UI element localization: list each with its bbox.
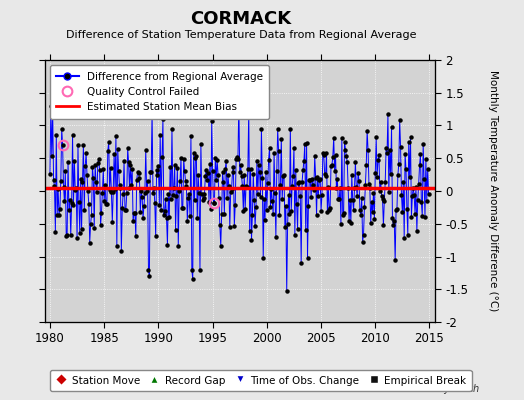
Y-axis label: Monthly Temperature Anomaly Difference (°C): Monthly Temperature Anomaly Difference (… — [488, 70, 498, 312]
Legend: Station Move, Record Gap, Time of Obs. Change, Empirical Break: Station Move, Record Gap, Time of Obs. C… — [50, 370, 472, 391]
Text: Berkeley Earth: Berkeley Earth — [407, 384, 479, 394]
Text: CORMACK: CORMACK — [191, 10, 291, 28]
Text: Difference of Station Temperature Data from Regional Average: Difference of Station Temperature Data f… — [66, 30, 416, 40]
Legend: Difference from Regional Average, Quality Control Failed, Estimated Station Mean: Difference from Regional Average, Qualit… — [50, 65, 269, 119]
